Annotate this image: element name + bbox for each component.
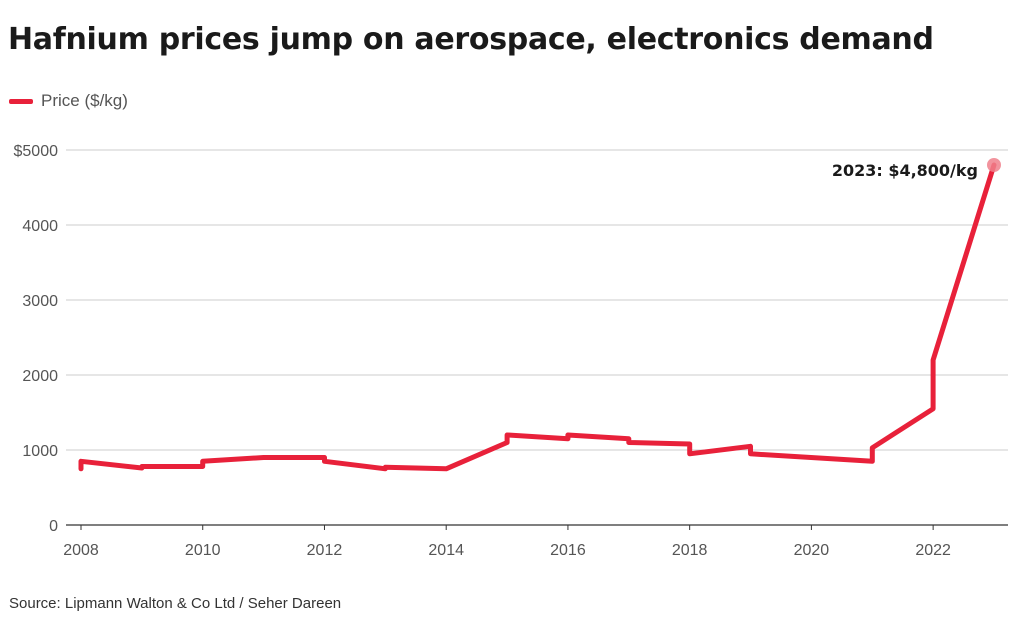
data-point [687, 442, 692, 447]
data-point [261, 455, 266, 460]
x-tick-label: 2008 [63, 542, 99, 559]
legend-label-price: Price ($/kg) [41, 91, 128, 110]
data-point [565, 433, 570, 438]
data-point [79, 459, 84, 464]
legend: Price ($/kg) [9, 91, 128, 111]
data-point [748, 444, 753, 449]
data-point [200, 464, 205, 469]
data-point [505, 440, 510, 445]
data-point [322, 459, 327, 464]
data-point [626, 440, 631, 445]
x-tick-label: 2020 [794, 542, 830, 559]
data-point [931, 406, 936, 411]
endpoint-marker [987, 158, 1001, 172]
source-note: Source: Lipmann Walton & Co Ltd / Seher … [9, 595, 342, 612]
chart-title: Hafnium prices jump on aerospace, electr… [8, 22, 934, 57]
data-point [200, 459, 205, 464]
series-line-price [78, 162, 997, 472]
data-point [139, 464, 144, 469]
data-point [931, 358, 936, 363]
x-tick-label: 2018 [672, 542, 708, 559]
data-point [870, 459, 875, 464]
data-point [505, 433, 510, 438]
endpoint-annotation: 2023: $4,800/kg [832, 161, 978, 180]
y-tick-label: 3000 [22, 293, 58, 310]
data-point [687, 451, 692, 456]
y-tick-label: 4000 [22, 218, 58, 235]
y-tick-label: 0 [49, 518, 58, 535]
data-point [79, 466, 84, 471]
x-tick-label: 2016 [550, 542, 586, 559]
data-point [748, 451, 753, 456]
y-tick-label: $5000 [14, 143, 59, 160]
data-point [383, 465, 388, 470]
y-tick-label: 2000 [22, 368, 58, 385]
data-point [870, 445, 875, 450]
legend-swatch-price [9, 98, 33, 104]
y-tick-label: 1000 [22, 443, 58, 460]
x-tick-label: 2022 [915, 542, 951, 559]
x-tick-label: 2014 [428, 542, 464, 559]
x-tick-label: 2012 [307, 542, 343, 559]
data-point [444, 466, 449, 471]
x-tick-label: 2010 [185, 542, 221, 559]
